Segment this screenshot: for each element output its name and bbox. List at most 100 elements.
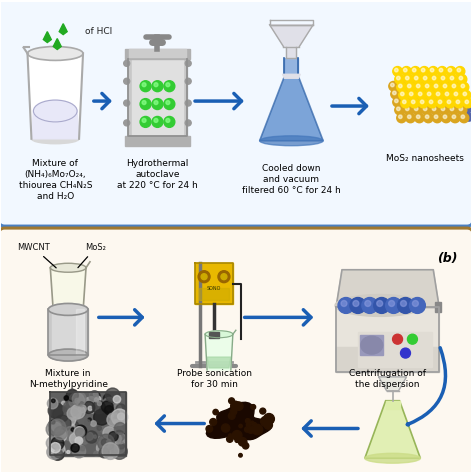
- Circle shape: [70, 424, 75, 429]
- Circle shape: [154, 100, 158, 105]
- Circle shape: [430, 99, 434, 103]
- Circle shape: [398, 82, 407, 91]
- Circle shape: [246, 422, 251, 427]
- Circle shape: [67, 450, 70, 454]
- Circle shape: [74, 427, 84, 437]
- Circle shape: [443, 115, 447, 118]
- Circle shape: [391, 83, 394, 87]
- Circle shape: [407, 82, 416, 91]
- Circle shape: [436, 92, 440, 96]
- Circle shape: [210, 419, 217, 425]
- Circle shape: [69, 393, 84, 409]
- Circle shape: [114, 430, 125, 441]
- Circle shape: [251, 405, 255, 410]
- Polygon shape: [199, 288, 229, 301]
- Circle shape: [118, 413, 125, 420]
- Circle shape: [57, 404, 60, 408]
- Circle shape: [185, 78, 191, 84]
- Circle shape: [403, 68, 407, 72]
- Circle shape: [94, 451, 99, 456]
- Circle shape: [446, 91, 450, 95]
- Circle shape: [152, 99, 163, 109]
- Circle shape: [238, 438, 247, 446]
- Circle shape: [401, 92, 404, 96]
- Circle shape: [218, 271, 230, 283]
- Polygon shape: [284, 58, 298, 76]
- Circle shape: [391, 90, 401, 99]
- Circle shape: [73, 403, 87, 418]
- Circle shape: [118, 442, 125, 449]
- Polygon shape: [52, 310, 84, 355]
- Polygon shape: [205, 334, 233, 370]
- Circle shape: [435, 91, 444, 100]
- Circle shape: [71, 444, 79, 452]
- Text: SONO: SONO: [207, 286, 221, 291]
- Polygon shape: [132, 59, 183, 136]
- Circle shape: [408, 334, 418, 344]
- Circle shape: [461, 91, 471, 100]
- Circle shape: [442, 82, 452, 91]
- Circle shape: [410, 66, 420, 76]
- Circle shape: [459, 113, 469, 123]
- Circle shape: [397, 107, 400, 110]
- Circle shape: [395, 105, 404, 115]
- Circle shape: [419, 92, 422, 96]
- Circle shape: [452, 84, 456, 88]
- Circle shape: [47, 398, 58, 409]
- Circle shape: [341, 301, 347, 307]
- Circle shape: [55, 441, 63, 448]
- Circle shape: [439, 68, 443, 72]
- Polygon shape: [125, 136, 190, 146]
- Polygon shape: [125, 49, 190, 59]
- Circle shape: [457, 68, 461, 72]
- Circle shape: [365, 301, 371, 307]
- Circle shape: [412, 301, 419, 307]
- Text: MWCNT: MWCNT: [17, 243, 56, 268]
- Circle shape: [85, 432, 93, 440]
- Circle shape: [201, 273, 207, 280]
- Polygon shape: [48, 310, 88, 355]
- Circle shape: [113, 404, 121, 413]
- Circle shape: [424, 113, 433, 123]
- FancyBboxPatch shape: [0, 228, 473, 474]
- Circle shape: [64, 396, 68, 400]
- Circle shape: [428, 97, 438, 107]
- Circle shape: [252, 422, 256, 427]
- Circle shape: [111, 444, 128, 459]
- Circle shape: [154, 118, 158, 122]
- Circle shape: [459, 82, 469, 92]
- Circle shape: [231, 401, 240, 410]
- Circle shape: [457, 99, 461, 103]
- Circle shape: [439, 74, 449, 84]
- Ellipse shape: [335, 294, 424, 316]
- Circle shape: [412, 99, 416, 103]
- Circle shape: [393, 66, 402, 76]
- Circle shape: [164, 99, 175, 109]
- Text: Hydrothermal
autoclave
at 220 °C for 24 h: Hydrothermal autoclave at 220 °C for 24 …: [117, 159, 198, 190]
- Circle shape: [247, 426, 255, 433]
- Circle shape: [75, 398, 80, 403]
- Circle shape: [82, 438, 88, 444]
- Text: Mixture of
(NH₄)₆Mo₇O₂₄,
thiourea CH₄N₂S
and H₂O: Mixture of (NH₄)₆Mo₇O₂₄, thiourea CH₄N₂S…: [18, 159, 92, 201]
- Circle shape: [448, 68, 452, 72]
- Circle shape: [438, 97, 447, 107]
- Circle shape: [434, 84, 438, 88]
- Circle shape: [400, 83, 403, 87]
- Circle shape: [221, 273, 227, 280]
- Circle shape: [264, 413, 274, 424]
- Circle shape: [110, 428, 118, 435]
- Circle shape: [106, 444, 114, 452]
- Circle shape: [55, 443, 64, 453]
- Circle shape: [100, 421, 113, 435]
- Circle shape: [124, 78, 130, 84]
- Ellipse shape: [31, 134, 79, 144]
- Circle shape: [402, 66, 411, 76]
- Circle shape: [432, 76, 436, 80]
- Circle shape: [465, 100, 469, 104]
- Circle shape: [221, 424, 230, 432]
- Circle shape: [239, 454, 242, 457]
- Circle shape: [57, 433, 61, 437]
- Circle shape: [338, 298, 354, 313]
- Circle shape: [411, 100, 415, 104]
- Circle shape: [142, 118, 146, 122]
